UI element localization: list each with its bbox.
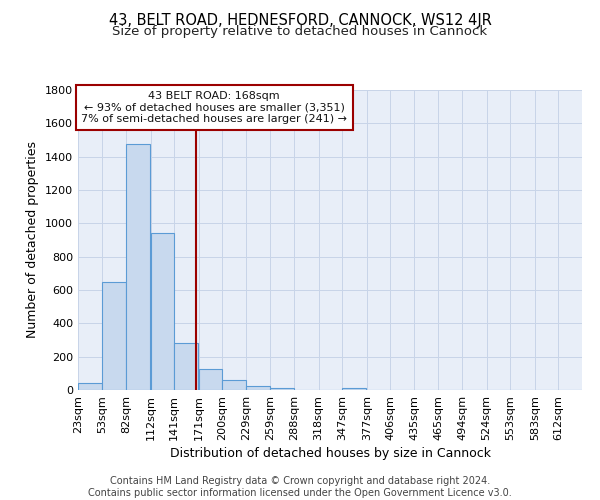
Bar bbox=[151, 234, 174, 390]
Bar bbox=[174, 342, 198, 390]
Bar bbox=[246, 386, 269, 390]
Bar bbox=[126, 144, 150, 390]
X-axis label: Distribution of detached houses by size in Cannock: Distribution of detached houses by size … bbox=[170, 447, 491, 460]
Bar bbox=[271, 388, 294, 390]
Y-axis label: Number of detached properties: Number of detached properties bbox=[26, 142, 40, 338]
Bar bbox=[103, 282, 126, 390]
Bar bbox=[342, 388, 366, 390]
Text: Size of property relative to detached houses in Cannock: Size of property relative to detached ho… bbox=[112, 25, 488, 38]
Text: Contains HM Land Registry data © Crown copyright and database right 2024.
Contai: Contains HM Land Registry data © Crown c… bbox=[88, 476, 512, 498]
Bar bbox=[78, 384, 101, 390]
Bar bbox=[223, 380, 246, 390]
Text: 43, BELT ROAD, HEDNESFORD, CANNOCK, WS12 4JR: 43, BELT ROAD, HEDNESFORD, CANNOCK, WS12… bbox=[109, 12, 491, 28]
Bar bbox=[199, 369, 223, 390]
Text: 43 BELT ROAD: 168sqm
← 93% of detached houses are smaller (3,351)
7% of semi-det: 43 BELT ROAD: 168sqm ← 93% of detached h… bbox=[81, 91, 347, 124]
